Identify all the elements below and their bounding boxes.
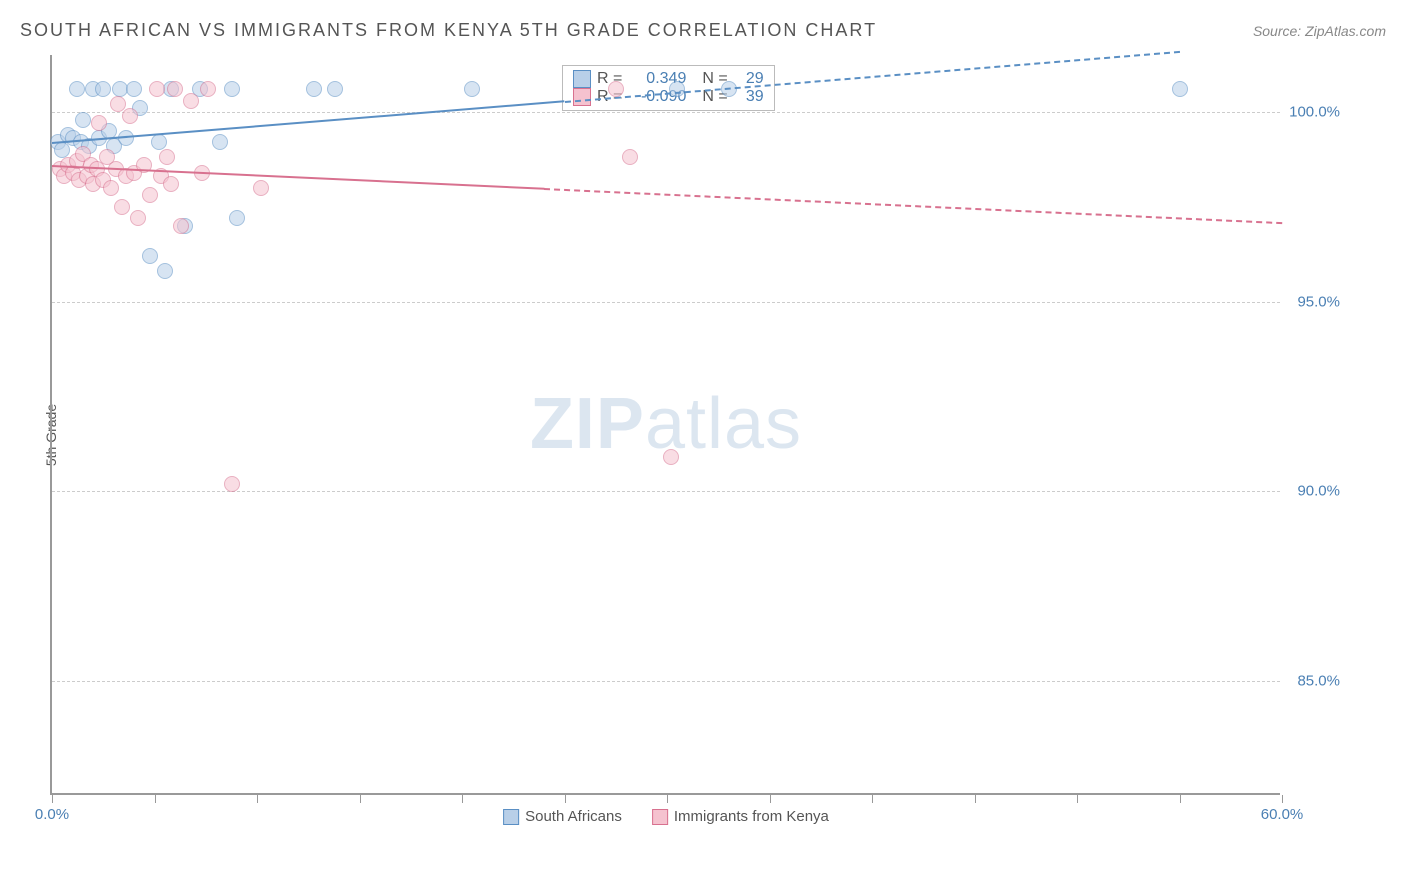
data-point-south-africans [229, 210, 245, 226]
legend-swatch [573, 70, 591, 88]
y-tick-label: 90.0% [1297, 483, 1340, 500]
x-tick [1282, 795, 1283, 803]
data-point-immigrants-kenya [183, 93, 199, 109]
data-point-immigrants-kenya [608, 81, 624, 97]
plot-area: ZIPatlas R =0.349N =29R =-0.090N =39 Sou… [50, 55, 1280, 795]
data-point-immigrants-kenya [163, 176, 179, 192]
data-point-south-africans [69, 81, 85, 97]
data-point-immigrants-kenya [663, 449, 679, 465]
data-point-immigrants-kenya [149, 81, 165, 97]
data-point-immigrants-kenya [114, 199, 130, 215]
plot-container: 5th Grade ZIPatlas R =0.349N =29R =-0.09… [50, 55, 1330, 815]
data-point-south-africans [75, 112, 91, 128]
x-tick-label: 0.0% [35, 806, 69, 823]
data-point-immigrants-kenya [253, 180, 269, 196]
data-point-immigrants-kenya [167, 81, 183, 97]
data-point-immigrants-kenya [200, 81, 216, 97]
chart-title: SOUTH AFRICAN VS IMMIGRANTS FROM KENYA 5… [20, 20, 877, 41]
data-point-south-africans [126, 81, 142, 97]
data-point-south-africans [464, 81, 480, 97]
data-point-south-africans [306, 81, 322, 97]
x-tick [770, 795, 771, 803]
y-tick-label: 95.0% [1297, 293, 1340, 310]
data-point-immigrants-kenya [122, 108, 138, 124]
x-tick [52, 795, 53, 803]
legend-item: Immigrants from Kenya [652, 808, 829, 825]
x-tick [1180, 795, 1181, 803]
data-point-south-africans [224, 81, 240, 97]
data-point-south-africans [327, 81, 343, 97]
y-tick-label: 100.0% [1289, 103, 1340, 120]
legend-swatch [573, 88, 591, 106]
data-point-immigrants-kenya [224, 476, 240, 492]
x-tick-label: 60.0% [1261, 806, 1304, 823]
data-point-south-africans [95, 81, 111, 97]
x-tick [1077, 795, 1078, 803]
x-tick [565, 795, 566, 803]
trendline-dash-immigrants-kenya [544, 188, 1282, 224]
gridline [52, 491, 1280, 492]
gridline [52, 112, 1280, 113]
data-point-immigrants-kenya [622, 149, 638, 165]
series-legend: South Africans Immigrants from Kenya [503, 808, 829, 825]
data-point-south-africans [1172, 81, 1188, 97]
data-point-immigrants-kenya [142, 187, 158, 203]
data-point-immigrants-kenya [103, 180, 119, 196]
legend-swatch [503, 809, 519, 825]
data-point-south-africans [212, 134, 228, 150]
source-label: Source: ZipAtlas.com [1253, 23, 1386, 39]
x-tick [975, 795, 976, 803]
legend-item: South Africans [503, 808, 622, 825]
data-point-immigrants-kenya [173, 218, 189, 234]
x-tick [667, 795, 668, 803]
legend-label: South Africans [525, 808, 622, 825]
data-point-immigrants-kenya [130, 210, 146, 226]
data-point-south-africans [142, 248, 158, 264]
y-tick-label: 85.0% [1297, 673, 1340, 690]
data-point-south-africans [118, 130, 134, 146]
x-tick [872, 795, 873, 803]
data-point-south-africans [151, 134, 167, 150]
data-point-immigrants-kenya [91, 115, 107, 131]
legend-swatch [652, 809, 668, 825]
gridline [52, 681, 1280, 682]
data-point-south-africans [669, 81, 685, 97]
x-tick [257, 795, 258, 803]
data-point-south-africans [157, 263, 173, 279]
n-value: 39 [734, 88, 764, 106]
data-point-immigrants-kenya [159, 149, 175, 165]
gridline [52, 302, 1280, 303]
x-tick [155, 795, 156, 803]
legend-label: Immigrants from Kenya [674, 808, 829, 825]
x-tick [360, 795, 361, 803]
x-tick [462, 795, 463, 803]
